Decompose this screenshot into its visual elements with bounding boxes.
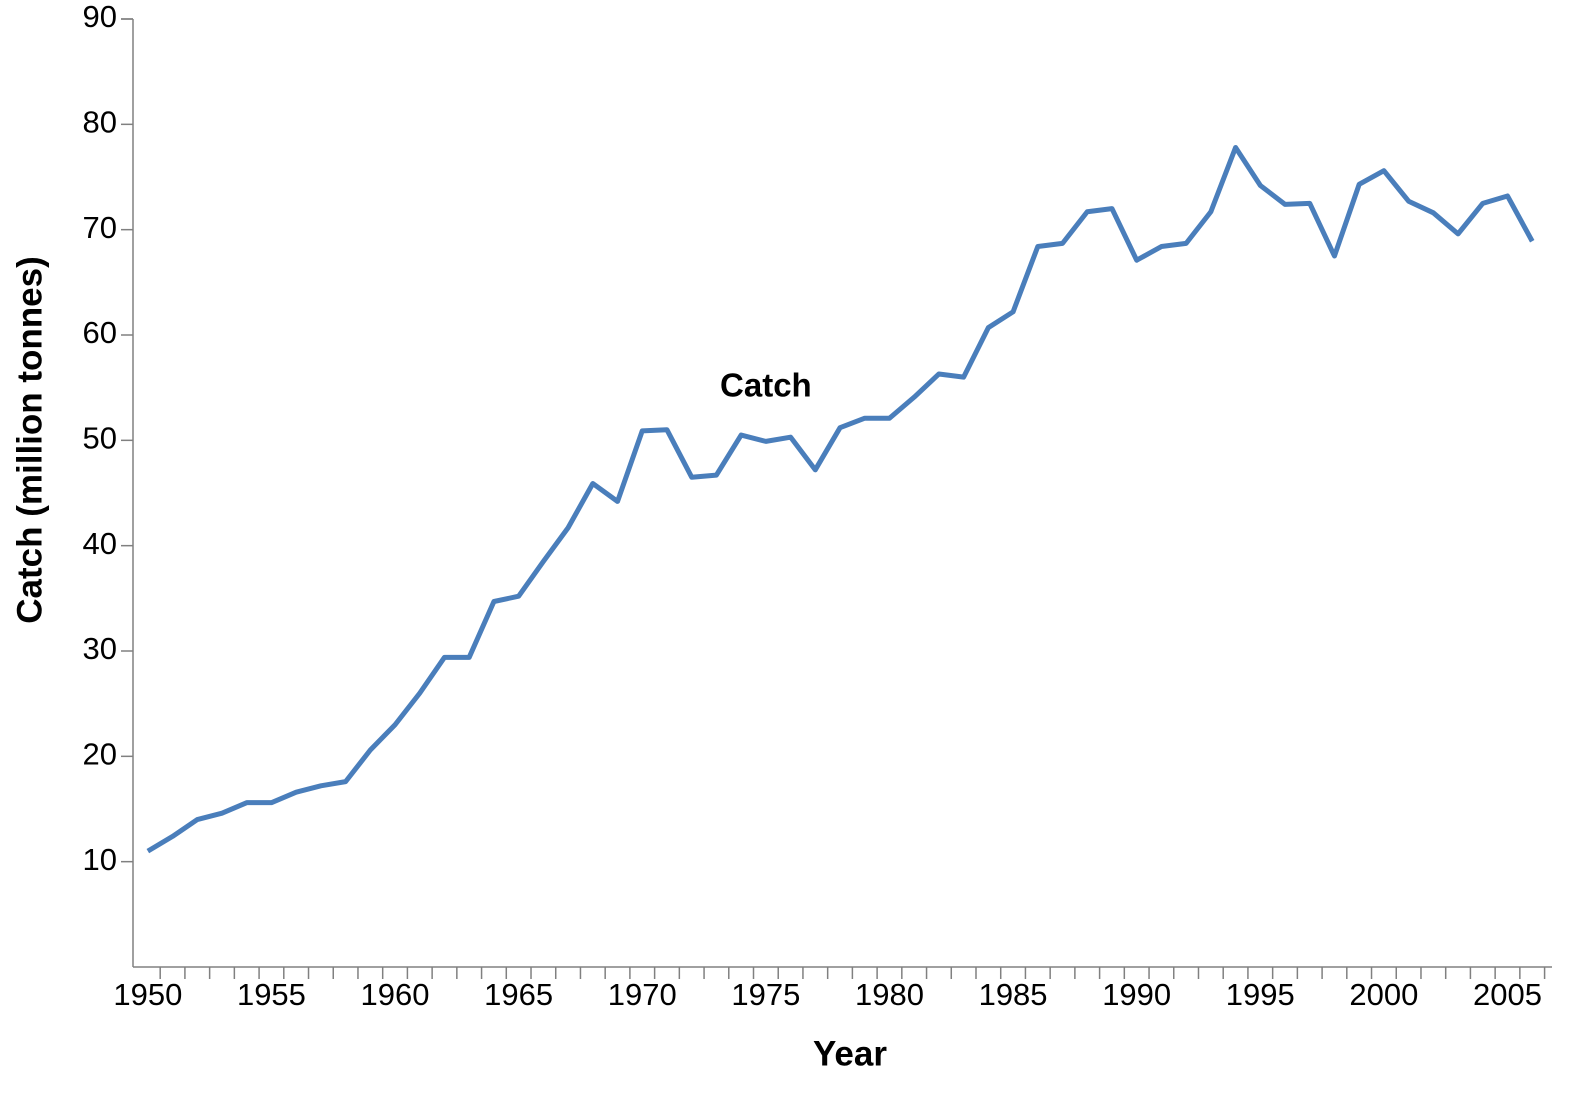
x-tick-label: 1965 xyxy=(484,977,553,1012)
y-tick-label: 60 xyxy=(83,315,117,350)
y-tick-label: 50 xyxy=(83,421,117,456)
y-tick-label: 10 xyxy=(83,842,117,877)
y-tick-label: 80 xyxy=(83,105,117,140)
x-tick-label: 2005 xyxy=(1473,977,1542,1012)
x-tick-label: 1995 xyxy=(1226,977,1295,1012)
data-line xyxy=(146,145,1535,854)
y-tick-label: 30 xyxy=(83,631,117,666)
annotation: Catch xyxy=(720,366,812,403)
y-tick-label: 90 xyxy=(83,0,117,34)
y-axis-title: Catch (million tonnes) xyxy=(10,256,49,624)
x-tick-label: 1960 xyxy=(361,977,430,1012)
x-tick-label: 1975 xyxy=(731,977,800,1012)
y-tick-label: 70 xyxy=(83,210,117,245)
x-tick-label: 2000 xyxy=(1349,977,1418,1012)
x-tick-label: 1980 xyxy=(855,977,924,1012)
x-tick-label: 1970 xyxy=(608,977,677,1012)
x-tick-label: 1955 xyxy=(237,977,306,1012)
x-axis-title: Year xyxy=(813,1034,887,1073)
y-tick-label: 40 xyxy=(83,526,117,561)
x-tick-label: 1990 xyxy=(1102,977,1171,1012)
x-tick-label: 1985 xyxy=(979,977,1048,1012)
y-tick-label: 20 xyxy=(83,737,117,772)
x-tick-label: 1950 xyxy=(113,977,182,1012)
